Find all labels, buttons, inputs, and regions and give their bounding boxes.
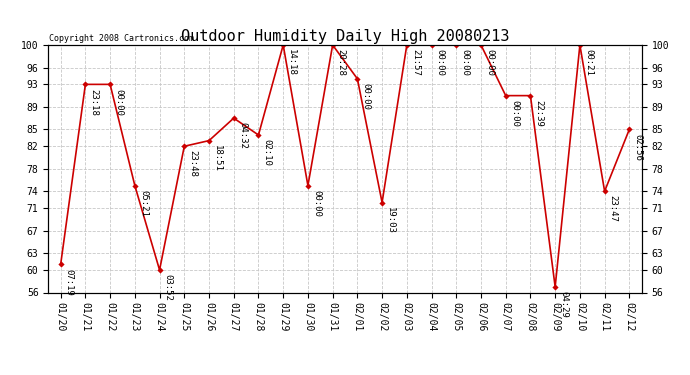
Point <box>550 284 561 290</box>
Text: 21:57: 21:57 <box>411 49 420 76</box>
Text: 00:00: 00:00 <box>115 88 124 116</box>
Text: 23:47: 23:47 <box>609 195 618 222</box>
Point <box>179 143 190 149</box>
Point <box>475 42 486 48</box>
Text: 00:00: 00:00 <box>460 49 469 76</box>
Text: 19:03: 19:03 <box>386 207 395 234</box>
Text: 05:21: 05:21 <box>139 190 148 217</box>
Point <box>105 81 116 87</box>
Point <box>574 42 585 48</box>
Point <box>624 126 635 132</box>
Title: Outdoor Humidity Daily High 20080213: Outdoor Humidity Daily High 20080213 <box>181 29 509 44</box>
Text: 20:28: 20:28 <box>337 49 346 76</box>
Point <box>500 93 511 99</box>
Text: 04:32: 04:32 <box>238 122 247 149</box>
Point <box>352 76 363 82</box>
Point <box>302 183 313 189</box>
Point <box>451 42 462 48</box>
Point <box>377 200 388 206</box>
Text: 00:00: 00:00 <box>485 49 494 76</box>
Text: 02:10: 02:10 <box>263 139 272 166</box>
Point <box>228 115 239 121</box>
Text: 03:52: 03:52 <box>164 274 172 301</box>
Point <box>129 183 140 189</box>
Text: 23:18: 23:18 <box>90 88 99 116</box>
Text: 00:00: 00:00 <box>510 100 519 127</box>
Point <box>327 42 338 48</box>
Point <box>204 138 215 144</box>
Point <box>277 42 288 48</box>
Text: 07:19: 07:19 <box>65 268 74 296</box>
Point <box>55 261 66 267</box>
Text: 00:00: 00:00 <box>435 49 444 76</box>
Text: 04:29: 04:29 <box>560 291 569 318</box>
Text: 14:18: 14:18 <box>287 49 296 76</box>
Point <box>80 81 91 87</box>
Text: 02:56: 02:56 <box>633 134 642 160</box>
Point <box>426 42 437 48</box>
Point <box>154 267 165 273</box>
Text: 22:39: 22:39 <box>535 100 544 127</box>
Point <box>599 188 610 194</box>
Text: 23:48: 23:48 <box>188 150 197 177</box>
Point <box>253 132 264 138</box>
Point <box>525 93 536 99</box>
Point <box>402 42 413 48</box>
Text: Copyright 2008 Cartronics.com: Copyright 2008 Cartronics.com <box>50 33 195 42</box>
Text: 18:51: 18:51 <box>213 145 222 172</box>
Text: 00:00: 00:00 <box>312 190 321 217</box>
Text: 00:00: 00:00 <box>362 83 371 110</box>
Text: 00:21: 00:21 <box>584 49 593 76</box>
